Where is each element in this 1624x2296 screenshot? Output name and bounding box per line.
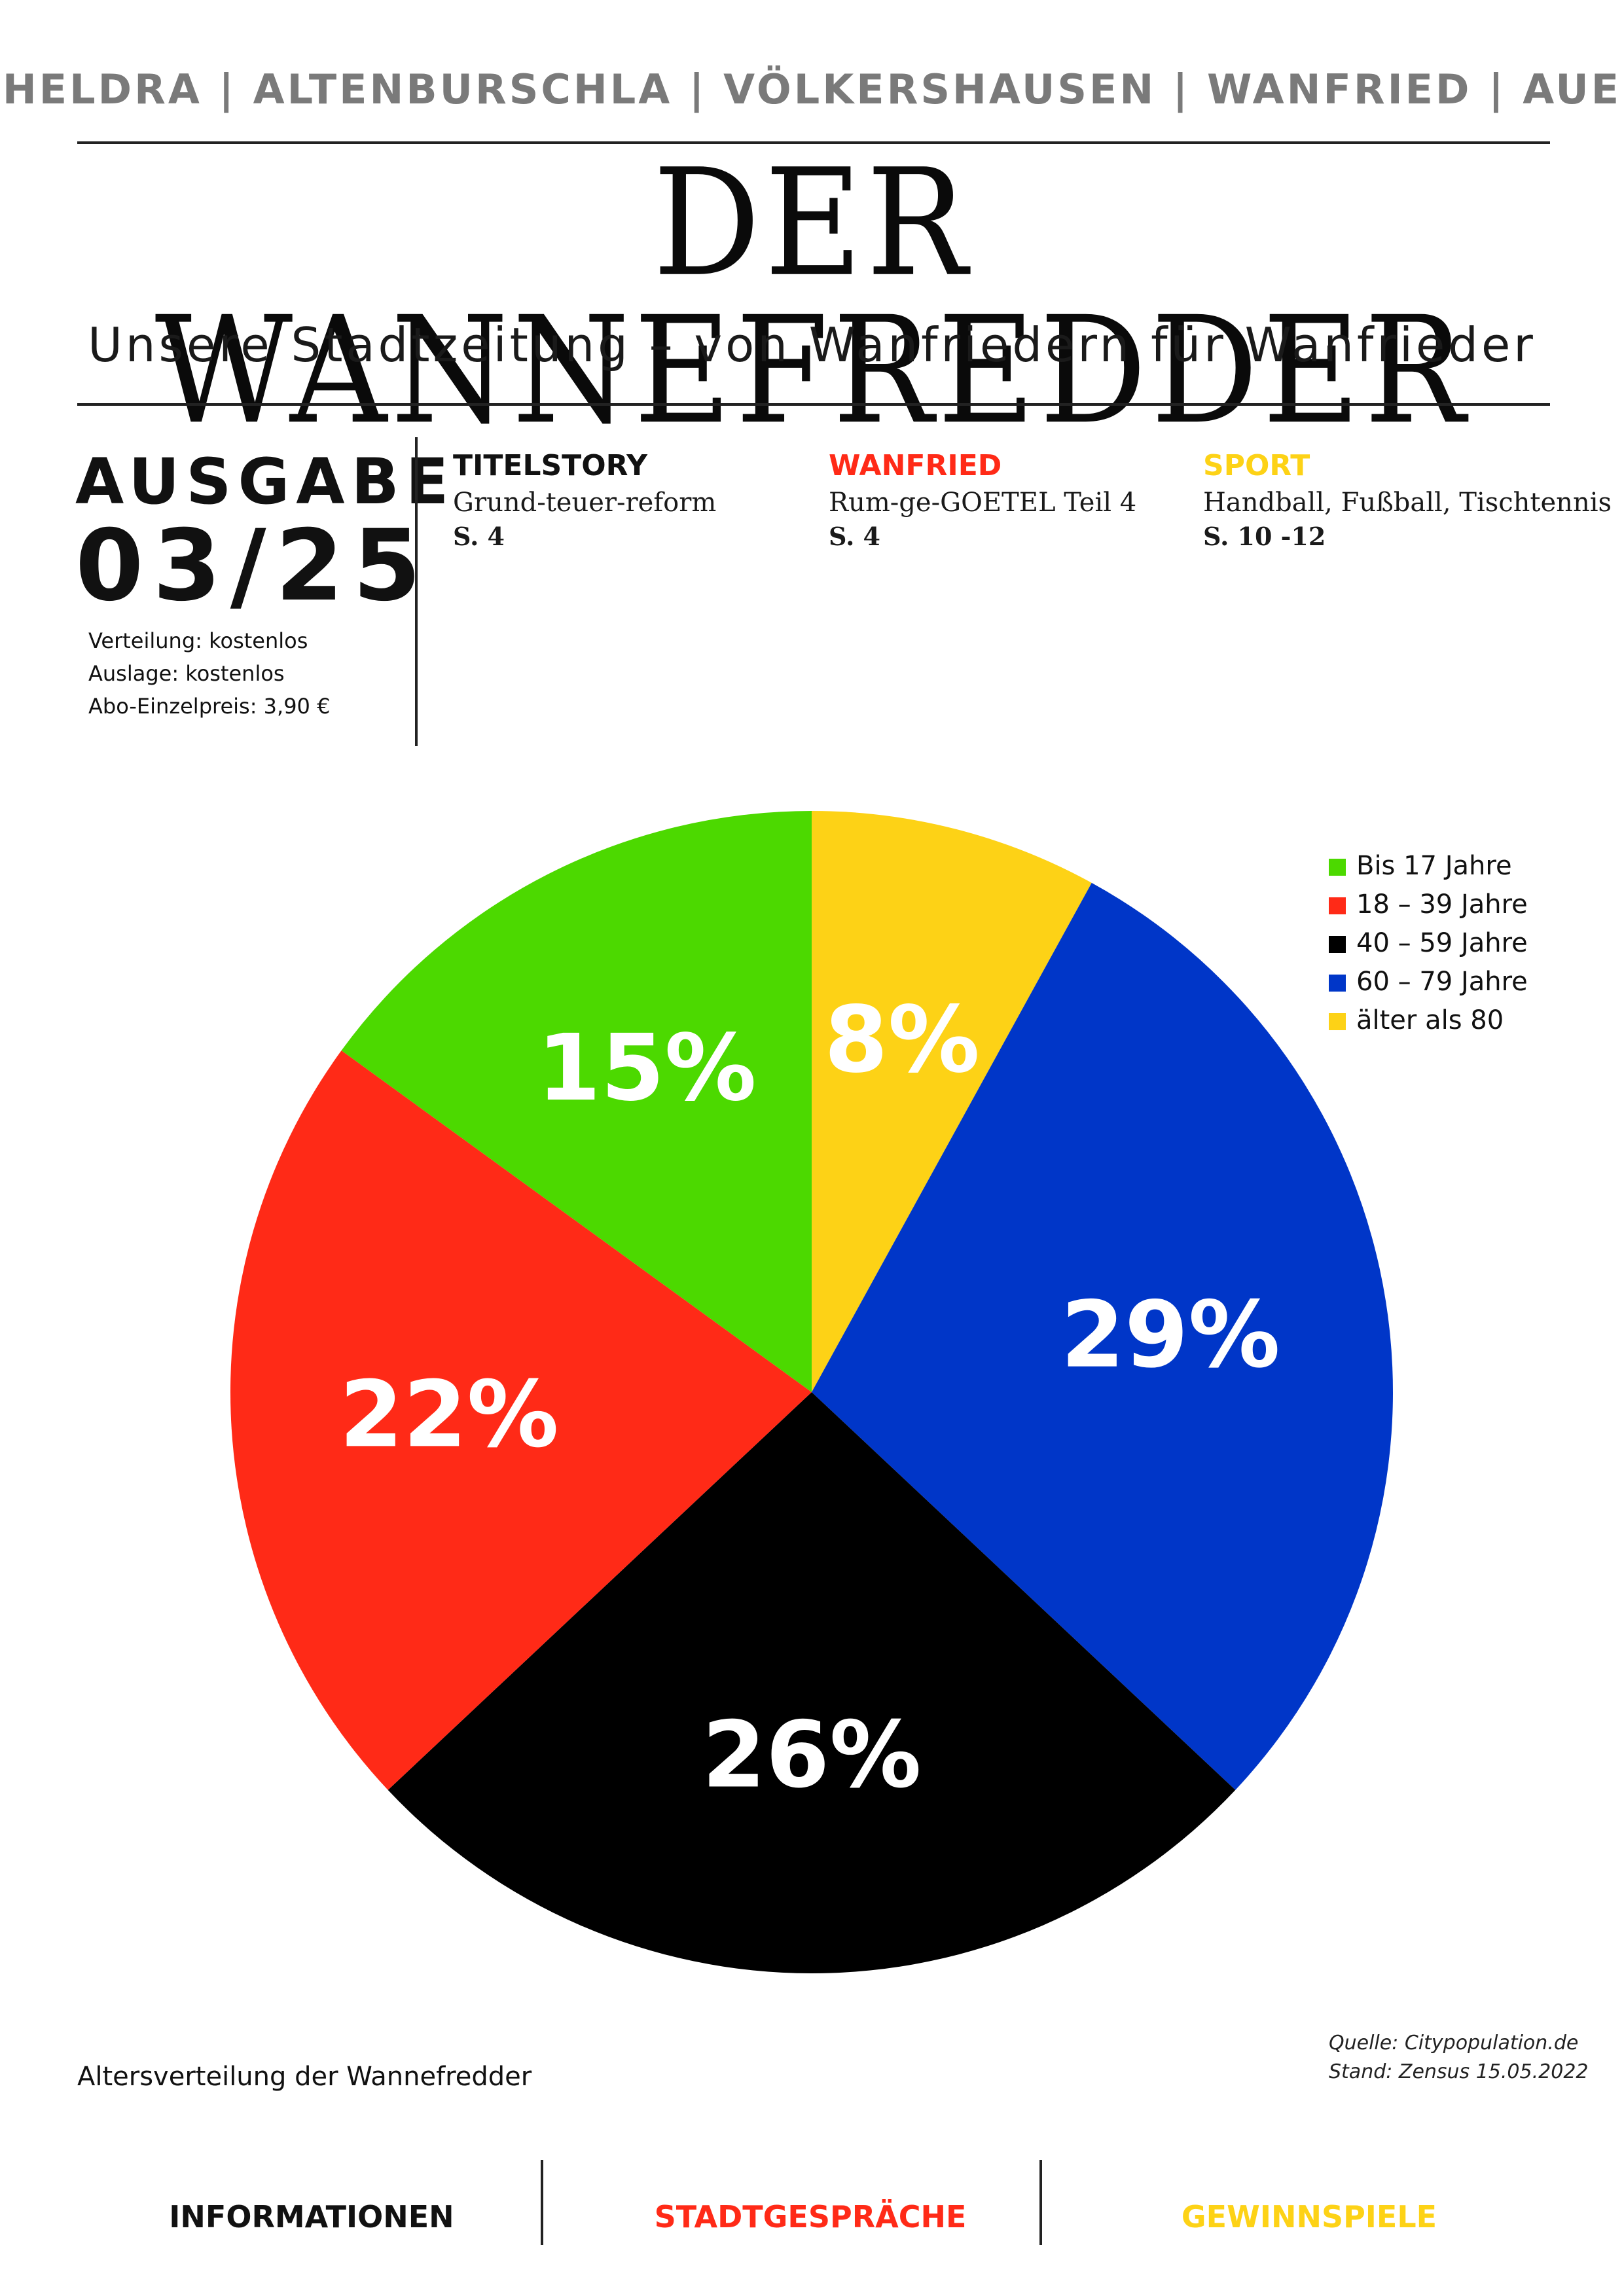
source-line: Quelle: Citypopulation.de [1329,2032,1579,2054]
legend-swatch [1329,897,1346,914]
legend-swatch [1329,859,1346,876]
legend-label: 60 – 79 Jahre [1356,967,1528,997]
issue-divider [415,437,418,746]
tagline: Unsere Stadtzeitung – von Wanfriedern fü… [88,317,1536,372]
nav-divider [541,2160,543,2245]
teaser-page: S. 10 -12 [1203,522,1326,551]
subscription-price: Abo-Einzelpreis: 3,90 € [88,694,331,719]
nav-stadtgespraeche[interactable]: STADTGESPRÄCHE [654,2199,967,2234]
pie-slice-1 [230,1050,812,1790]
pie-label-2: 26% [702,1702,921,1809]
census-date: Stand: Zensus 15.05.2022 [1329,2060,1589,2083]
town-list: HELDRA | ALTENBURSCHLA | VÖLKERSHAUSEN |… [2,65,1622,113]
legend-label: älter als 80 [1356,1005,1504,1035]
teaser-category: WANFRIED [829,449,1002,482]
nav-gewinnspiele[interactable]: GEWINNSPIELE [1181,2199,1437,2234]
teaser-description: Handball, Fußball, Tischtennis [1203,488,1612,518]
legend-item-60-79: 60 – 79 Jahre [1329,967,1528,997]
teaser-description: Grund-teuer-reform [453,488,717,518]
teaser-titelstory[interactable]: TITELSTORY Grund-teuer-reform S. 4 [453,449,820,551]
legend-item-18-39: 18 – 39 Jahre [1329,889,1528,920]
pie-slice-3 [812,882,1394,1790]
nav-divider [1039,2160,1042,2245]
legend-item-bis-17: Bis 17 Jahre [1329,851,1512,881]
pie-slice-2 [388,1392,1236,1973]
masthead-title: DER WANNEFREDDER [154,137,1470,457]
teaser-sport[interactable]: SPORT Handball, Fußball, Tischtennis S. … [1203,449,1612,551]
header-top-rule [77,141,1550,144]
display-info: Auslage: kostenlos [88,661,285,686]
teaser-category: SPORT [1203,449,1310,482]
pie-slice-0 [341,811,812,1392]
nav-informationen[interactable]: INFORMATIONEN [169,2199,454,2234]
legend-label: Bis 17 Jahre [1356,851,1512,881]
header-bottom-rule [77,403,1550,406]
legend-item-80-plus: älter als 80 [1329,1005,1504,1035]
legend-label: 40 – 59 Jahre [1356,928,1528,958]
pie-slice-4 [812,811,1092,1392]
legend-swatch [1329,936,1346,953]
legend-swatch [1329,1013,1346,1030]
teaser-page: S. 4 [829,522,880,551]
chart-caption: Altersverteilung der Wannefredder [77,2062,532,2092]
legend-swatch [1329,975,1346,992]
pie-label-1: 22% [340,1361,559,1468]
pie-label-3: 29% [1061,1282,1280,1389]
teaser-description: Rum-ge-GOETEL Teil 4 [829,488,1137,518]
teaser-category: TITELSTORY [453,449,647,482]
legend-item-40-59: 40 – 59 Jahre [1329,928,1528,958]
issue-number: 03/25 [75,509,431,623]
pie-label-4: 8% [824,987,980,1094]
teaser-wanfried[interactable]: WANFRIED Rum-ge-GOETEL Teil 4 S. 4 [829,449,1195,551]
legend-label: 18 – 39 Jahre [1356,889,1528,920]
teaser-page: S. 4 [453,522,505,551]
pie-label-0: 15% [537,1015,756,1122]
issue-label: AUSGABE [75,445,456,518]
distribution-info: Verteilung: kostenlos [88,628,308,653]
